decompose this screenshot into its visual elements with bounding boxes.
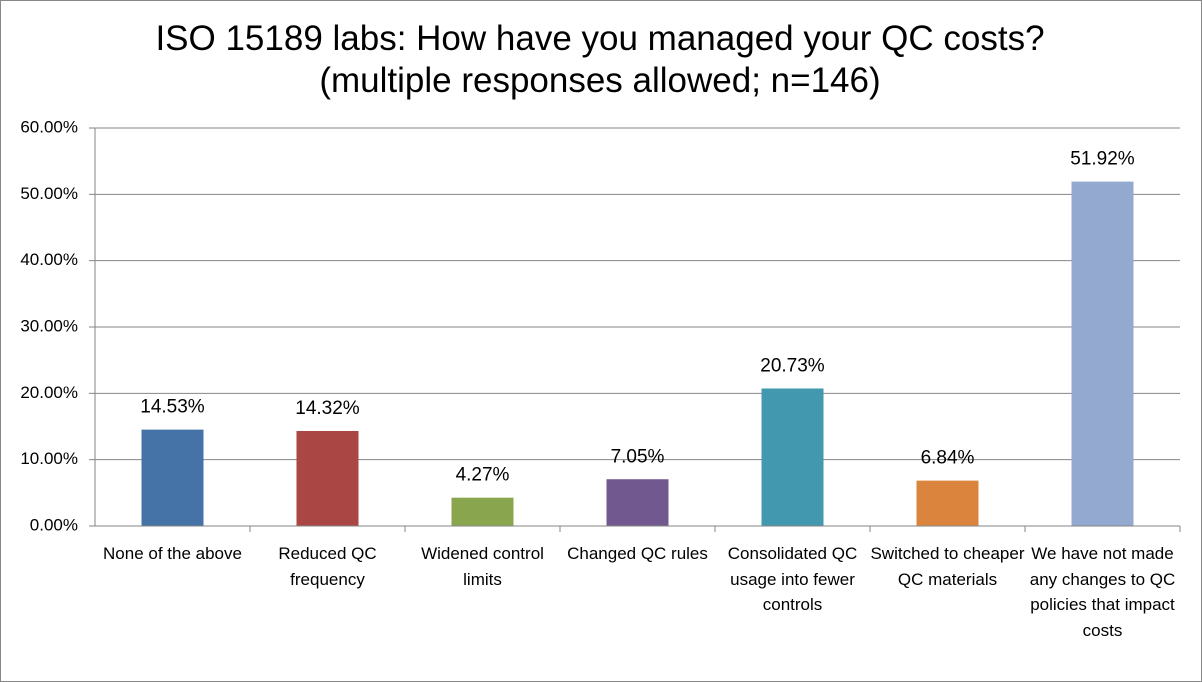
value-label: 4.27% xyxy=(456,465,510,486)
bar xyxy=(761,388,824,526)
value-label: 6.84% xyxy=(921,448,975,469)
x-tick-label: Switched to cheaper QC materials xyxy=(870,544,1025,589)
bar xyxy=(451,497,514,526)
bar xyxy=(296,431,359,526)
chart-title: ISO 15189 labs: How have you managed you… xyxy=(155,19,1045,100)
bar xyxy=(1071,181,1134,526)
bar xyxy=(606,479,669,526)
bar xyxy=(916,480,979,526)
value-label: 20.73% xyxy=(760,356,825,377)
x-tick-label: Reduced QC frequency xyxy=(278,544,377,589)
value-label: 51.92% xyxy=(1070,149,1135,170)
x-tick-label: Consolidated QC usage into fewer control… xyxy=(727,544,858,614)
x-tick-label: Widened control limits xyxy=(421,544,544,589)
value-label: 14.53% xyxy=(140,397,205,418)
y-tick-label: 50.00% xyxy=(20,184,78,203)
x-tick-label: We have not made any changes to QC polic… xyxy=(1029,544,1176,640)
y-tick-label: 40.00% xyxy=(20,250,78,269)
y-tick-label: 60.00% xyxy=(20,117,78,136)
x-tick-label: Changed QC rules xyxy=(567,544,708,563)
x-tick-label: None of the above xyxy=(103,544,242,563)
y-tick-label: 20.00% xyxy=(20,383,78,402)
y-tick-label: 10.00% xyxy=(20,449,78,468)
y-tick-label: 0.00% xyxy=(30,515,78,534)
value-label: 14.32% xyxy=(295,398,360,419)
bar xyxy=(141,429,204,526)
y-tick-label: 30.00% xyxy=(20,316,78,335)
value-label: 7.05% xyxy=(611,446,665,467)
